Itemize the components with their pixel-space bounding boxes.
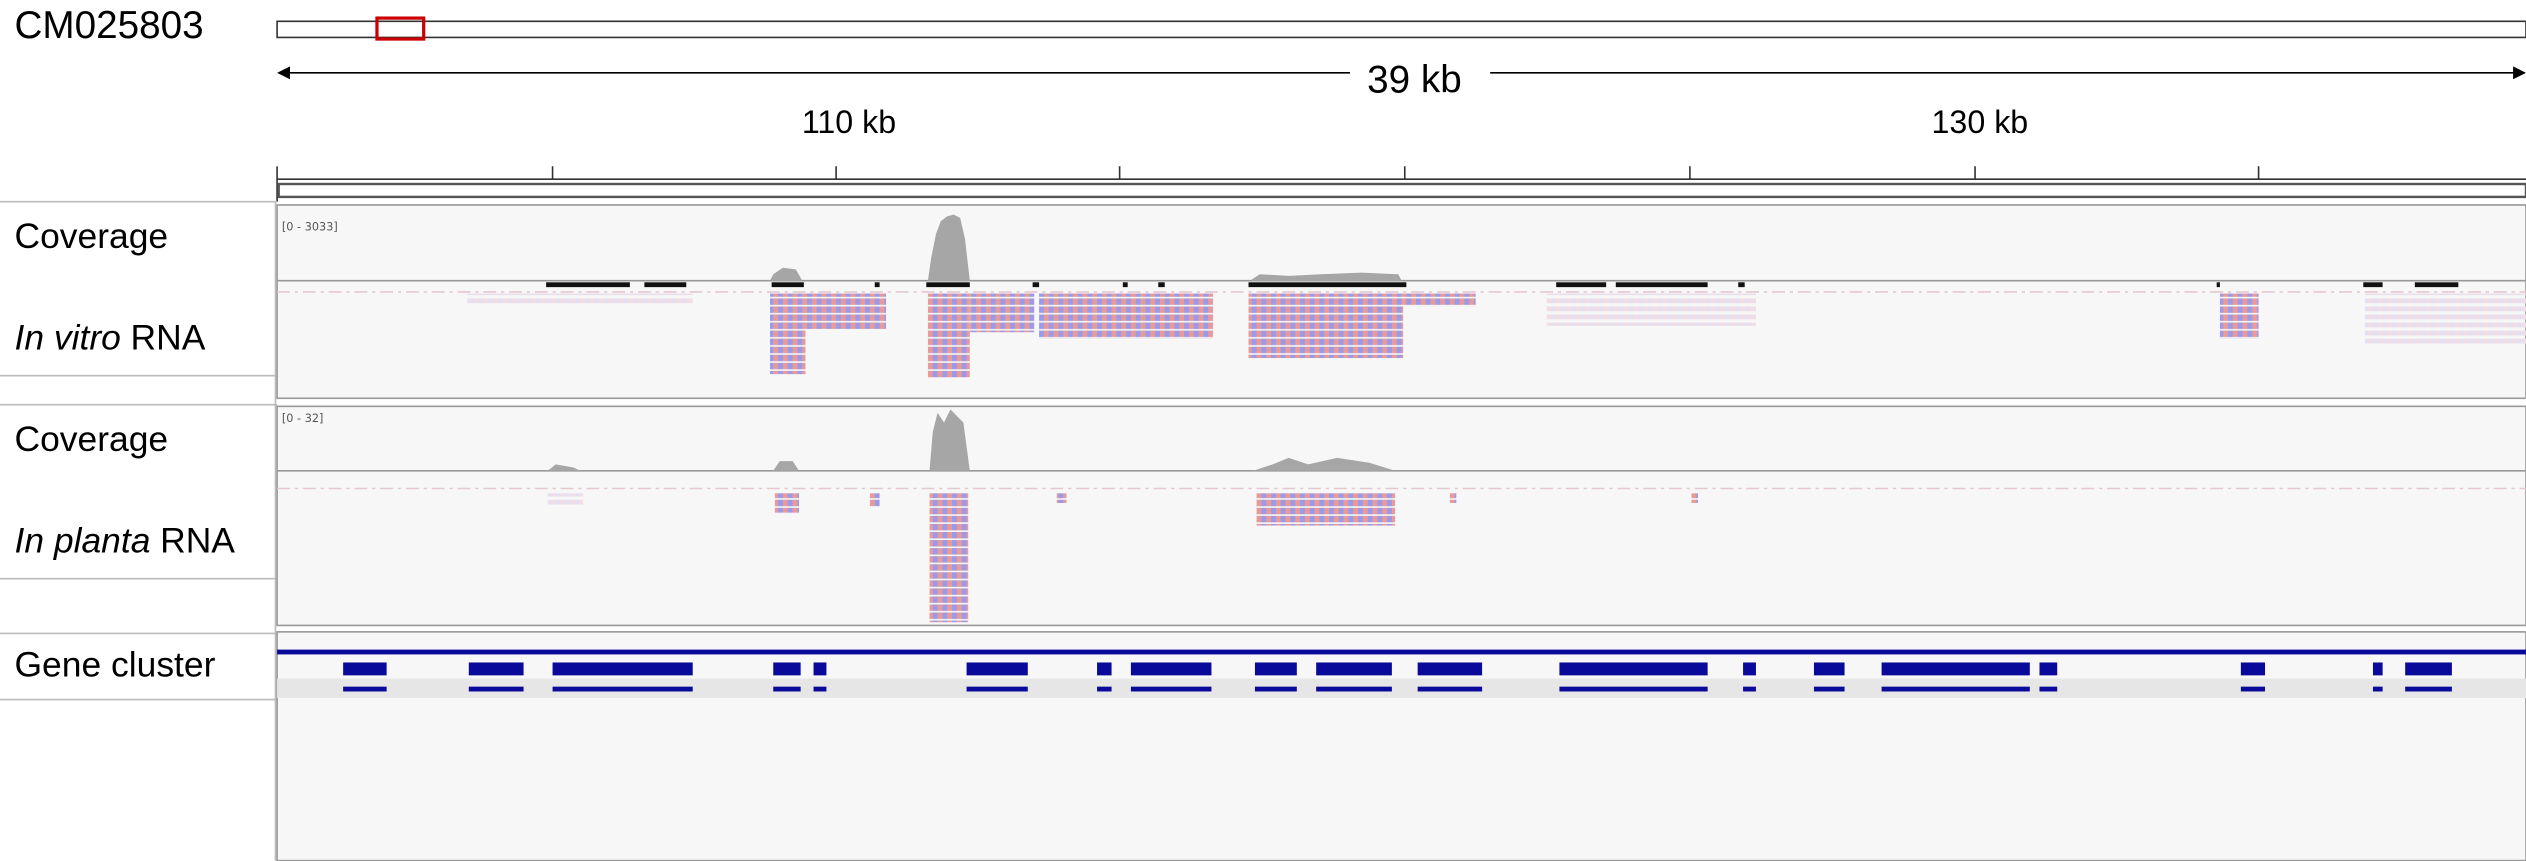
gene-axis <box>277 650 2526 655</box>
track-label-italic: In planta <box>14 521 150 561</box>
page: {"header": {"chromosome": "CM025803", "s… <box>0 0 2526 861</box>
track-label[interactable]: In vitro RNA <box>14 318 205 358</box>
ideogram <box>277 21 2526 37</box>
ruler-ticks <box>553 166 2259 179</box>
ruler-label: 110 kb <box>802 104 896 140</box>
track-label[interactable]: Coverage <box>14 419 168 459</box>
chromosome-name[interactable]: CM025803 <box>14 4 203 47</box>
ruler-bar <box>279 184 2526 197</box>
data-range: [0 - 32] <box>282 412 324 425</box>
track-label[interactable]: Coverage <box>14 216 168 256</box>
ruler-label: 130 kb <box>1932 104 2029 140</box>
data-range: [0 - 3033] <box>282 221 338 234</box>
igv-view: CM025803 39 kb 110 kb 130 kb Coverage In… <box>0 0 2526 861</box>
track-label-rest: RNA <box>131 318 206 358</box>
track-label[interactable]: Gene cluster <box>14 645 215 685</box>
track-label-rest: RNA <box>160 521 235 561</box>
track-label-italic: In vitro <box>14 318 120 358</box>
span-label: 39 kb <box>1367 59 1462 102</box>
track-panel <box>277 406 2526 625</box>
